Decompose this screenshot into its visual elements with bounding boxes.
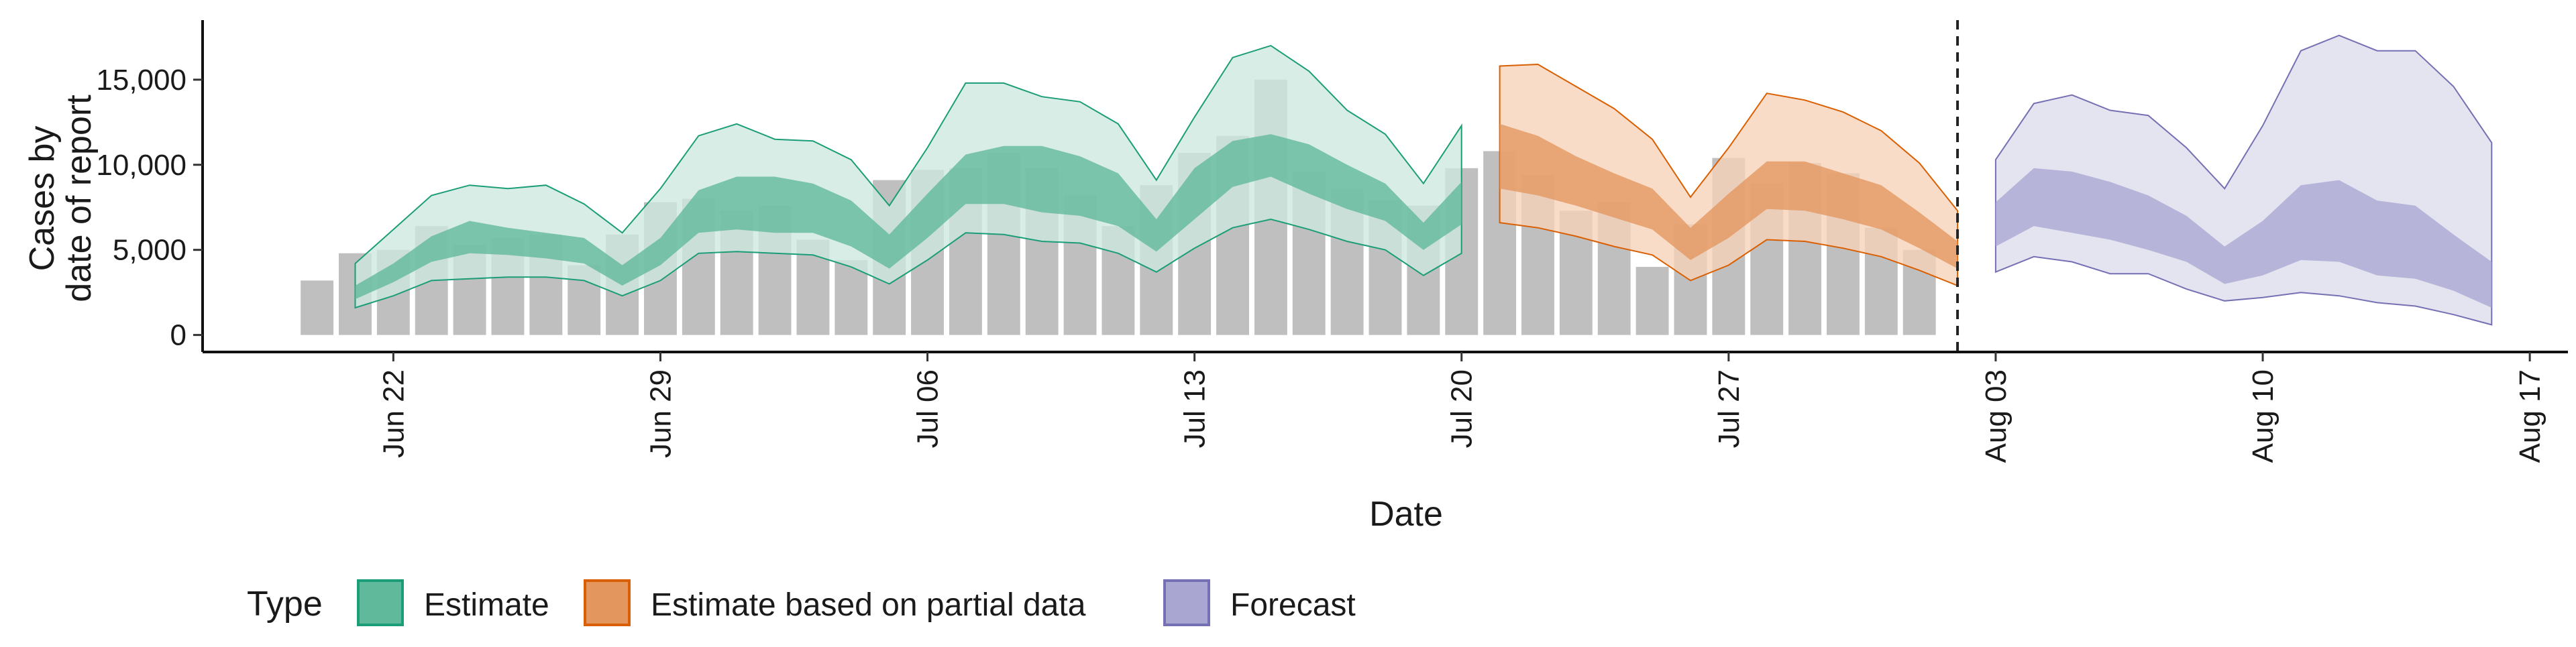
case-bar [301,280,334,335]
x-tick-label: Jun 29 [644,369,677,458]
y-tick-label: 15,000 [96,64,186,97]
legend-key-partial [584,579,631,626]
legend-label: Estimate based on partial data [651,587,1086,623]
legend-key-forecast [1163,579,1210,626]
x-axis-title: Date [1369,495,1443,534]
x-tick-label: Jun 22 [377,369,410,458]
y-tick-label: 0 [170,319,186,352]
x-tick-label: Jul 13 [1179,369,1212,448]
series-partial-50-band [1499,123,1958,269]
x-tick-label: Aug 10 [2247,369,2279,463]
y-axis-title-line-1: Cases by [23,126,62,272]
legend: Type Estimate Estimate based on partial d… [247,579,1356,626]
series-estimate-50-band [355,134,1462,300]
x-tick-label: Aug 17 [2514,369,2546,463]
y-tick-label: 5,000 [113,234,186,267]
case-bar [835,259,868,335]
case-bar [1635,267,1669,335]
ribbons-layer [354,34,2493,326]
x-tick-label: Jul 20 [1446,369,1479,448]
x-tick-label: Aug 03 [1980,369,2012,463]
legend-label: Forecast [1230,587,1356,623]
y-tick-label: 10,000 [96,149,186,182]
legend-title: Type [247,585,323,624]
y-axis-title-line-2: date of report [60,95,99,302]
x-tick-label: Jul 06 [912,369,945,448]
x-tick-label: Jul 27 [1713,369,1746,448]
series-estimate-90-band [354,45,1462,309]
axes-layer [201,20,2568,353]
series-forecast-50-band [1995,168,2492,308]
x-ticks: Jun 22 Jun 29 Jul 06 Jul 13 Jul 20 Jul 27 Aug … [377,352,2546,463]
legend-label: Estimate [424,587,549,623]
y-ticks: 0 5,000 10,000 15,000 [96,64,203,352]
legend-key-estimate [357,579,404,626]
